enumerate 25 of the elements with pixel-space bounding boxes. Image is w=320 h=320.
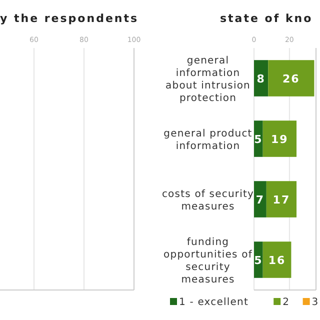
chart-title: state of kno — [220, 12, 313, 25]
bar — [268, 60, 314, 96]
data-label: 16 — [268, 254, 286, 267]
bar — [254, 181, 266, 218]
data-label: 19 — [271, 132, 288, 146]
bar — [254, 242, 263, 278]
bar — [266, 181, 297, 218]
bar — [262, 242, 292, 278]
y-tick-label: funding opportunities of security measures — [164, 237, 252, 286]
y-tick-label: general product information — [164, 128, 252, 152]
y-tick-label: general information about intrusion protection — [166, 56, 250, 104]
data-label: 5 — [254, 132, 263, 146]
bar — [254, 60, 268, 96]
legend-label: 1 - excellent — [179, 297, 248, 308]
data-label: 17 — [272, 193, 290, 206]
data-label: 7 — [256, 193, 265, 206]
bar — [262, 120, 297, 157]
legend-label: 3 — [312, 297, 319, 308]
data-label: 5 — [254, 254, 263, 267]
bar — [254, 120, 263, 157]
data-label: 26 — [282, 72, 300, 86]
y-tick-label: costs of security measures — [162, 189, 254, 212]
data-label: 8 — [256, 72, 266, 86]
legend-label: 2 — [282, 297, 290, 308]
text: y the respondents — [0, 12, 139, 25]
